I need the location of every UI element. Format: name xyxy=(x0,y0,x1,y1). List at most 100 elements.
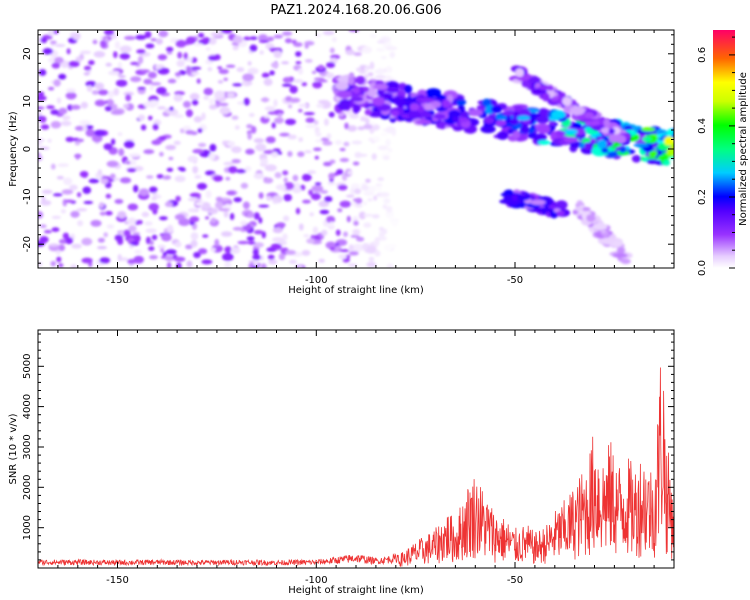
heatmap-blob xyxy=(38,111,43,116)
heatmap-blob xyxy=(502,110,516,116)
heatmap-blob xyxy=(380,55,387,60)
heatmap-blob xyxy=(76,208,88,212)
colorbar-tick-label: 0.4 xyxy=(697,118,708,134)
heatmap-blob xyxy=(666,148,674,157)
heatmap-blob xyxy=(128,153,141,158)
heatmap-blob xyxy=(382,93,394,98)
heatmap-blob xyxy=(295,207,301,215)
heatmap-blob xyxy=(232,45,239,51)
colorbar-tick-label: 0.0 xyxy=(697,260,708,276)
heatmap-blob xyxy=(282,233,288,241)
heatmap-blob xyxy=(297,151,305,157)
heatmap-blob xyxy=(149,85,154,91)
heatmap-blob xyxy=(377,177,385,182)
colorbar-label: Normalized spectral amplitude xyxy=(738,72,749,226)
heatmap-blob xyxy=(556,210,565,216)
heatmap-blob xyxy=(158,30,169,38)
heatmap-blob xyxy=(249,44,258,52)
heatmap-blob xyxy=(530,199,546,205)
heatmap-blob xyxy=(274,117,284,124)
heatmap-blob xyxy=(174,72,182,77)
heatmap-blob xyxy=(570,142,581,148)
heatmap-blob xyxy=(63,177,73,186)
heatmap-blob xyxy=(378,226,384,232)
heatmap-blob xyxy=(298,223,304,231)
heatmap-blob xyxy=(150,99,159,107)
heatmap-blob xyxy=(152,123,159,131)
heatmap-blob xyxy=(547,116,560,121)
heatmap-blob xyxy=(51,62,61,69)
heatmap-blob xyxy=(208,55,218,61)
heatmap-blob xyxy=(260,263,267,268)
heatmap-blob xyxy=(358,70,366,75)
snr-axes: -150 -100 -50 1000 2000 3000 4000 5000 xyxy=(22,330,675,586)
heatmap-blob xyxy=(114,41,121,50)
heatmap-blob xyxy=(322,140,333,146)
heatmap-blob xyxy=(144,221,153,226)
colorbar: 0.0 0.2 0.4 0.6 Normalized spectral amplitu… xyxy=(697,30,749,276)
heatmap-blob xyxy=(183,52,188,60)
heatmap-blob xyxy=(48,30,55,37)
heatmap-blob xyxy=(352,161,360,166)
heatmap-blob xyxy=(130,76,142,83)
heatmap-blob xyxy=(178,218,191,227)
heatmap-blob xyxy=(104,30,115,36)
heatmap-blob xyxy=(76,192,82,198)
heatmap-blob xyxy=(202,234,209,238)
heatmap-blob xyxy=(51,227,60,232)
spectrogram-xtick-label: -150 xyxy=(106,275,129,286)
heatmap-blob xyxy=(56,97,62,104)
spectrogram-xtick-label: -50 xyxy=(507,275,523,286)
heatmap-blob xyxy=(555,200,568,210)
heatmap-blob xyxy=(38,91,45,96)
heatmap-blob xyxy=(190,232,199,241)
heatmap-blob xyxy=(168,156,174,161)
heatmap-blob xyxy=(119,45,132,53)
heatmap-blob xyxy=(145,228,157,234)
heatmap-blob xyxy=(279,132,291,137)
heatmap-blob xyxy=(117,254,122,262)
spectrogram-xlabel: Height of straight line (km) xyxy=(288,285,424,296)
heatmap-blob xyxy=(202,37,211,42)
heatmap-blob xyxy=(134,234,141,243)
heatmap-blob xyxy=(149,82,162,86)
heatmap-blob xyxy=(272,200,279,204)
heatmap-blob xyxy=(58,263,64,268)
heatmap-blob xyxy=(148,246,155,252)
heatmap-blob xyxy=(39,236,49,244)
heatmap-blob xyxy=(495,115,507,121)
heatmap-blob xyxy=(83,65,92,71)
heatmap-blob xyxy=(127,217,137,225)
heatmap-blob xyxy=(338,254,347,260)
heatmap-blob xyxy=(608,128,616,135)
heatmap-blob xyxy=(504,189,514,196)
heatmap-blob xyxy=(612,142,620,148)
snr-ytick-label: 1000 xyxy=(22,515,33,540)
colorbar-ticks: 0.0 0.2 0.4 0.6 xyxy=(697,36,735,276)
heatmap-blob xyxy=(383,198,391,204)
heatmap-blob xyxy=(278,240,287,246)
heatmap-blob xyxy=(258,34,268,42)
heatmap-blob xyxy=(165,249,177,255)
heatmap-blob xyxy=(441,99,451,109)
heatmap-blob xyxy=(326,215,336,224)
heatmap-blob xyxy=(304,43,309,49)
heatmap-blob xyxy=(149,255,158,260)
heatmap-blob xyxy=(601,147,609,154)
heatmap-blob xyxy=(137,220,143,225)
heatmap-blob xyxy=(317,99,330,104)
heatmap-blob xyxy=(177,51,183,59)
heatmap-blob xyxy=(600,127,611,134)
heatmap-blob xyxy=(301,249,311,256)
heatmap-blob xyxy=(191,71,200,76)
heatmap-blob xyxy=(619,146,627,154)
heatmap-blob xyxy=(117,132,123,137)
heatmap-blob xyxy=(135,34,147,40)
heatmap-blob xyxy=(186,65,191,74)
heatmap-blob xyxy=(571,122,582,130)
heatmap-blob xyxy=(387,147,393,153)
heatmap-blob xyxy=(107,98,114,107)
heatmap-blob xyxy=(243,97,250,106)
heatmap-blob xyxy=(219,106,231,115)
heatmap-blob xyxy=(218,102,229,107)
